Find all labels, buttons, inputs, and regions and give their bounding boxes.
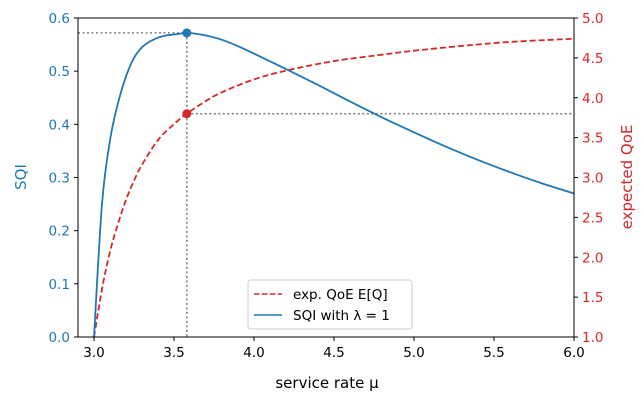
optimum-guide-lines (78, 32, 574, 337)
qoe-series-line (93, 37, 575, 338)
legend: exp. QoE E[Q] SQI with λ = 1 (247, 279, 413, 330)
sqi-optimum-point (182, 28, 192, 38)
y-right-tick-label: 1.0 (582, 330, 603, 346)
x-axis: 3.0 3.5 4.0 4.5 5.0 5.5 6.0 (83, 337, 585, 361)
y-left-tick-label: 0.2 (49, 224, 70, 240)
y-right-tick-label: 5.0 (582, 11, 603, 27)
series-lines (93, 31, 575, 338)
y-right-tick-label: 3.0 (582, 171, 603, 187)
y-axis-left: 0.0 0.1 0.2 0.3 0.4 0.5 0.6 (49, 11, 78, 346)
y-right-tick-label: 4.5 (582, 51, 603, 67)
x-tick-label: 4.0 (243, 345, 264, 361)
x-tick-label: 3.5 (163, 345, 184, 361)
y-right-tick-label: 2.5 (582, 210, 603, 226)
legend-sqi-label: SQI with λ = 1 (293, 308, 390, 324)
x-tick-label: 3.0 (83, 345, 104, 361)
qoe-optimum-point (182, 109, 192, 119)
y-left-tick-label: 0.5 (49, 64, 70, 80)
sqi-series-line (93, 31, 575, 338)
x-tick-label: 5.5 (483, 345, 504, 361)
y-right-axis-label: expected QoE (618, 125, 636, 230)
y-right-tick-label: 4.0 (582, 91, 603, 107)
optimum-markers (182, 28, 192, 119)
y-left-tick-label: 0.1 (49, 277, 70, 293)
x-tick-label: 4.5 (323, 345, 344, 361)
x-tick-label: 5.0 (403, 345, 424, 361)
y-right-tick-label: 2.0 (582, 250, 603, 266)
y-right-tick-label: 3.5 (582, 131, 603, 147)
y-axis-right: 1.0 1.5 2.0 2.5 3.0 3.5 4.0 4.5 5.0 (574, 11, 603, 346)
y-right-tick-label: 1.5 (582, 290, 603, 306)
y-left-axis-label: SQI (12, 164, 30, 190)
y-left-tick-label: 0.3 (49, 171, 70, 187)
x-axis-label: service rate μ (275, 374, 379, 392)
legend-qoe-label: exp. QoE E[Q] (293, 287, 388, 303)
legend-box (247, 279, 413, 330)
x-tick-label: 6.0 (563, 345, 584, 361)
y-left-tick-label: 0.4 (49, 117, 70, 133)
y-left-tick-label: 0.0 (49, 330, 70, 346)
y-left-tick-label: 0.6 (49, 11, 70, 27)
